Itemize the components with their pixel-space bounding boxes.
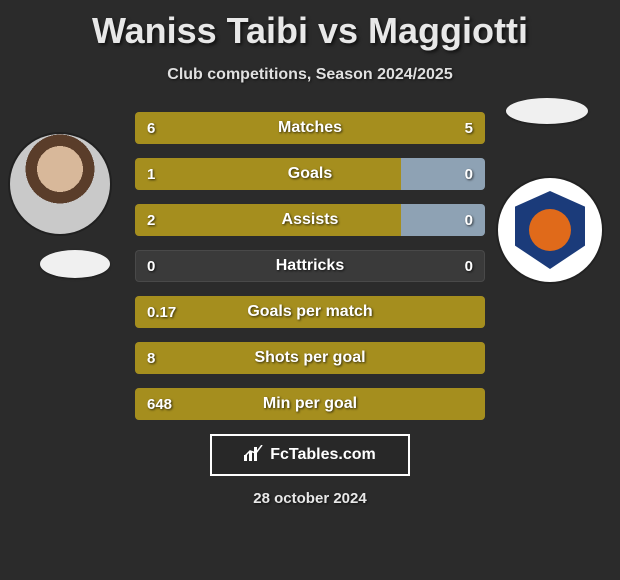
- player-left-avatar: [10, 134, 110, 234]
- stat-row: 65Matches: [135, 112, 485, 144]
- player-left-flag: [40, 250, 110, 278]
- stat-bar-right: [401, 204, 485, 236]
- stat-row: 10Goals: [135, 158, 485, 190]
- stat-bar-right: [401, 158, 485, 190]
- stat-row: 0.17Goals per match: [135, 296, 485, 328]
- stat-label: Hattricks: [135, 250, 485, 282]
- stat-bar-left: [135, 388, 485, 420]
- stat-bar-left: [135, 296, 485, 328]
- site-logo[interactable]: FcTables.com: [210, 434, 410, 476]
- stat-row: 648Min per goal: [135, 388, 485, 420]
- stat-row: 0 0Hattricks: [135, 250, 485, 282]
- subtitle: Club competitions, Season 2024/2025: [0, 66, 620, 84]
- stat-bar-left: [135, 204, 401, 236]
- date-label: 28 october 2024: [0, 490, 620, 507]
- player-right-avatar: [498, 178, 602, 282]
- logo-text: FcTables.com: [270, 446, 376, 464]
- chart-icon: [244, 445, 264, 466]
- stat-row: 8Shots per goal: [135, 342, 485, 374]
- club-badge-icon: [515, 191, 585, 269]
- page-title: Waniss Taibi vs Maggiotti: [0, 0, 620, 52]
- comparison-content: 65Matches 10Goals 20Assists 0 0Hattricks 0.17…: [0, 112, 620, 420]
- stat-bar-left: [135, 158, 401, 190]
- comparison-bars: 65Matches 10Goals 20Assists 0 0Hattricks 0.17…: [135, 112, 485, 420]
- stat-value-left: 0: [147, 250, 155, 282]
- stat-bar-left: [135, 342, 485, 374]
- stat-value-right: 0: [465, 250, 473, 282]
- stat-row: 20Assists: [135, 204, 485, 236]
- player-right-flag: [506, 98, 588, 124]
- stat-bar-left: [135, 112, 485, 144]
